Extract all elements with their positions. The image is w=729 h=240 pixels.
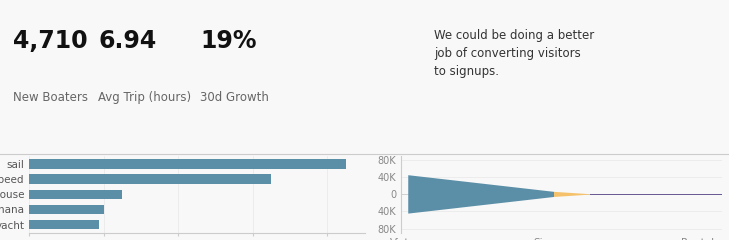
Text: Avg Trip (hours): Avg Trip (hours) [98,91,192,104]
Polygon shape [554,192,590,197]
Bar [29,174,271,184]
Text: We could be doing a better
job of converting visitors
to signups.: We could be doing a better job of conver… [434,29,594,78]
Text: 19%: 19% [200,29,257,53]
Text: 6.94: 6.94 [98,29,157,53]
Bar [29,204,104,214]
Polygon shape [408,175,554,214]
Text: 4,710: 4,710 [13,29,87,53]
Text: 30d Growth: 30d Growth [200,91,269,104]
Polygon shape [590,194,722,195]
Text: New Boaters: New Boaters [13,91,88,104]
Bar [29,159,346,169]
Bar [29,190,122,199]
Bar [29,220,99,229]
